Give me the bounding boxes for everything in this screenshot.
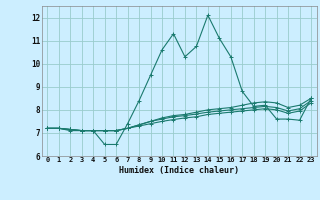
X-axis label: Humidex (Indice chaleur): Humidex (Indice chaleur) xyxy=(119,166,239,175)
